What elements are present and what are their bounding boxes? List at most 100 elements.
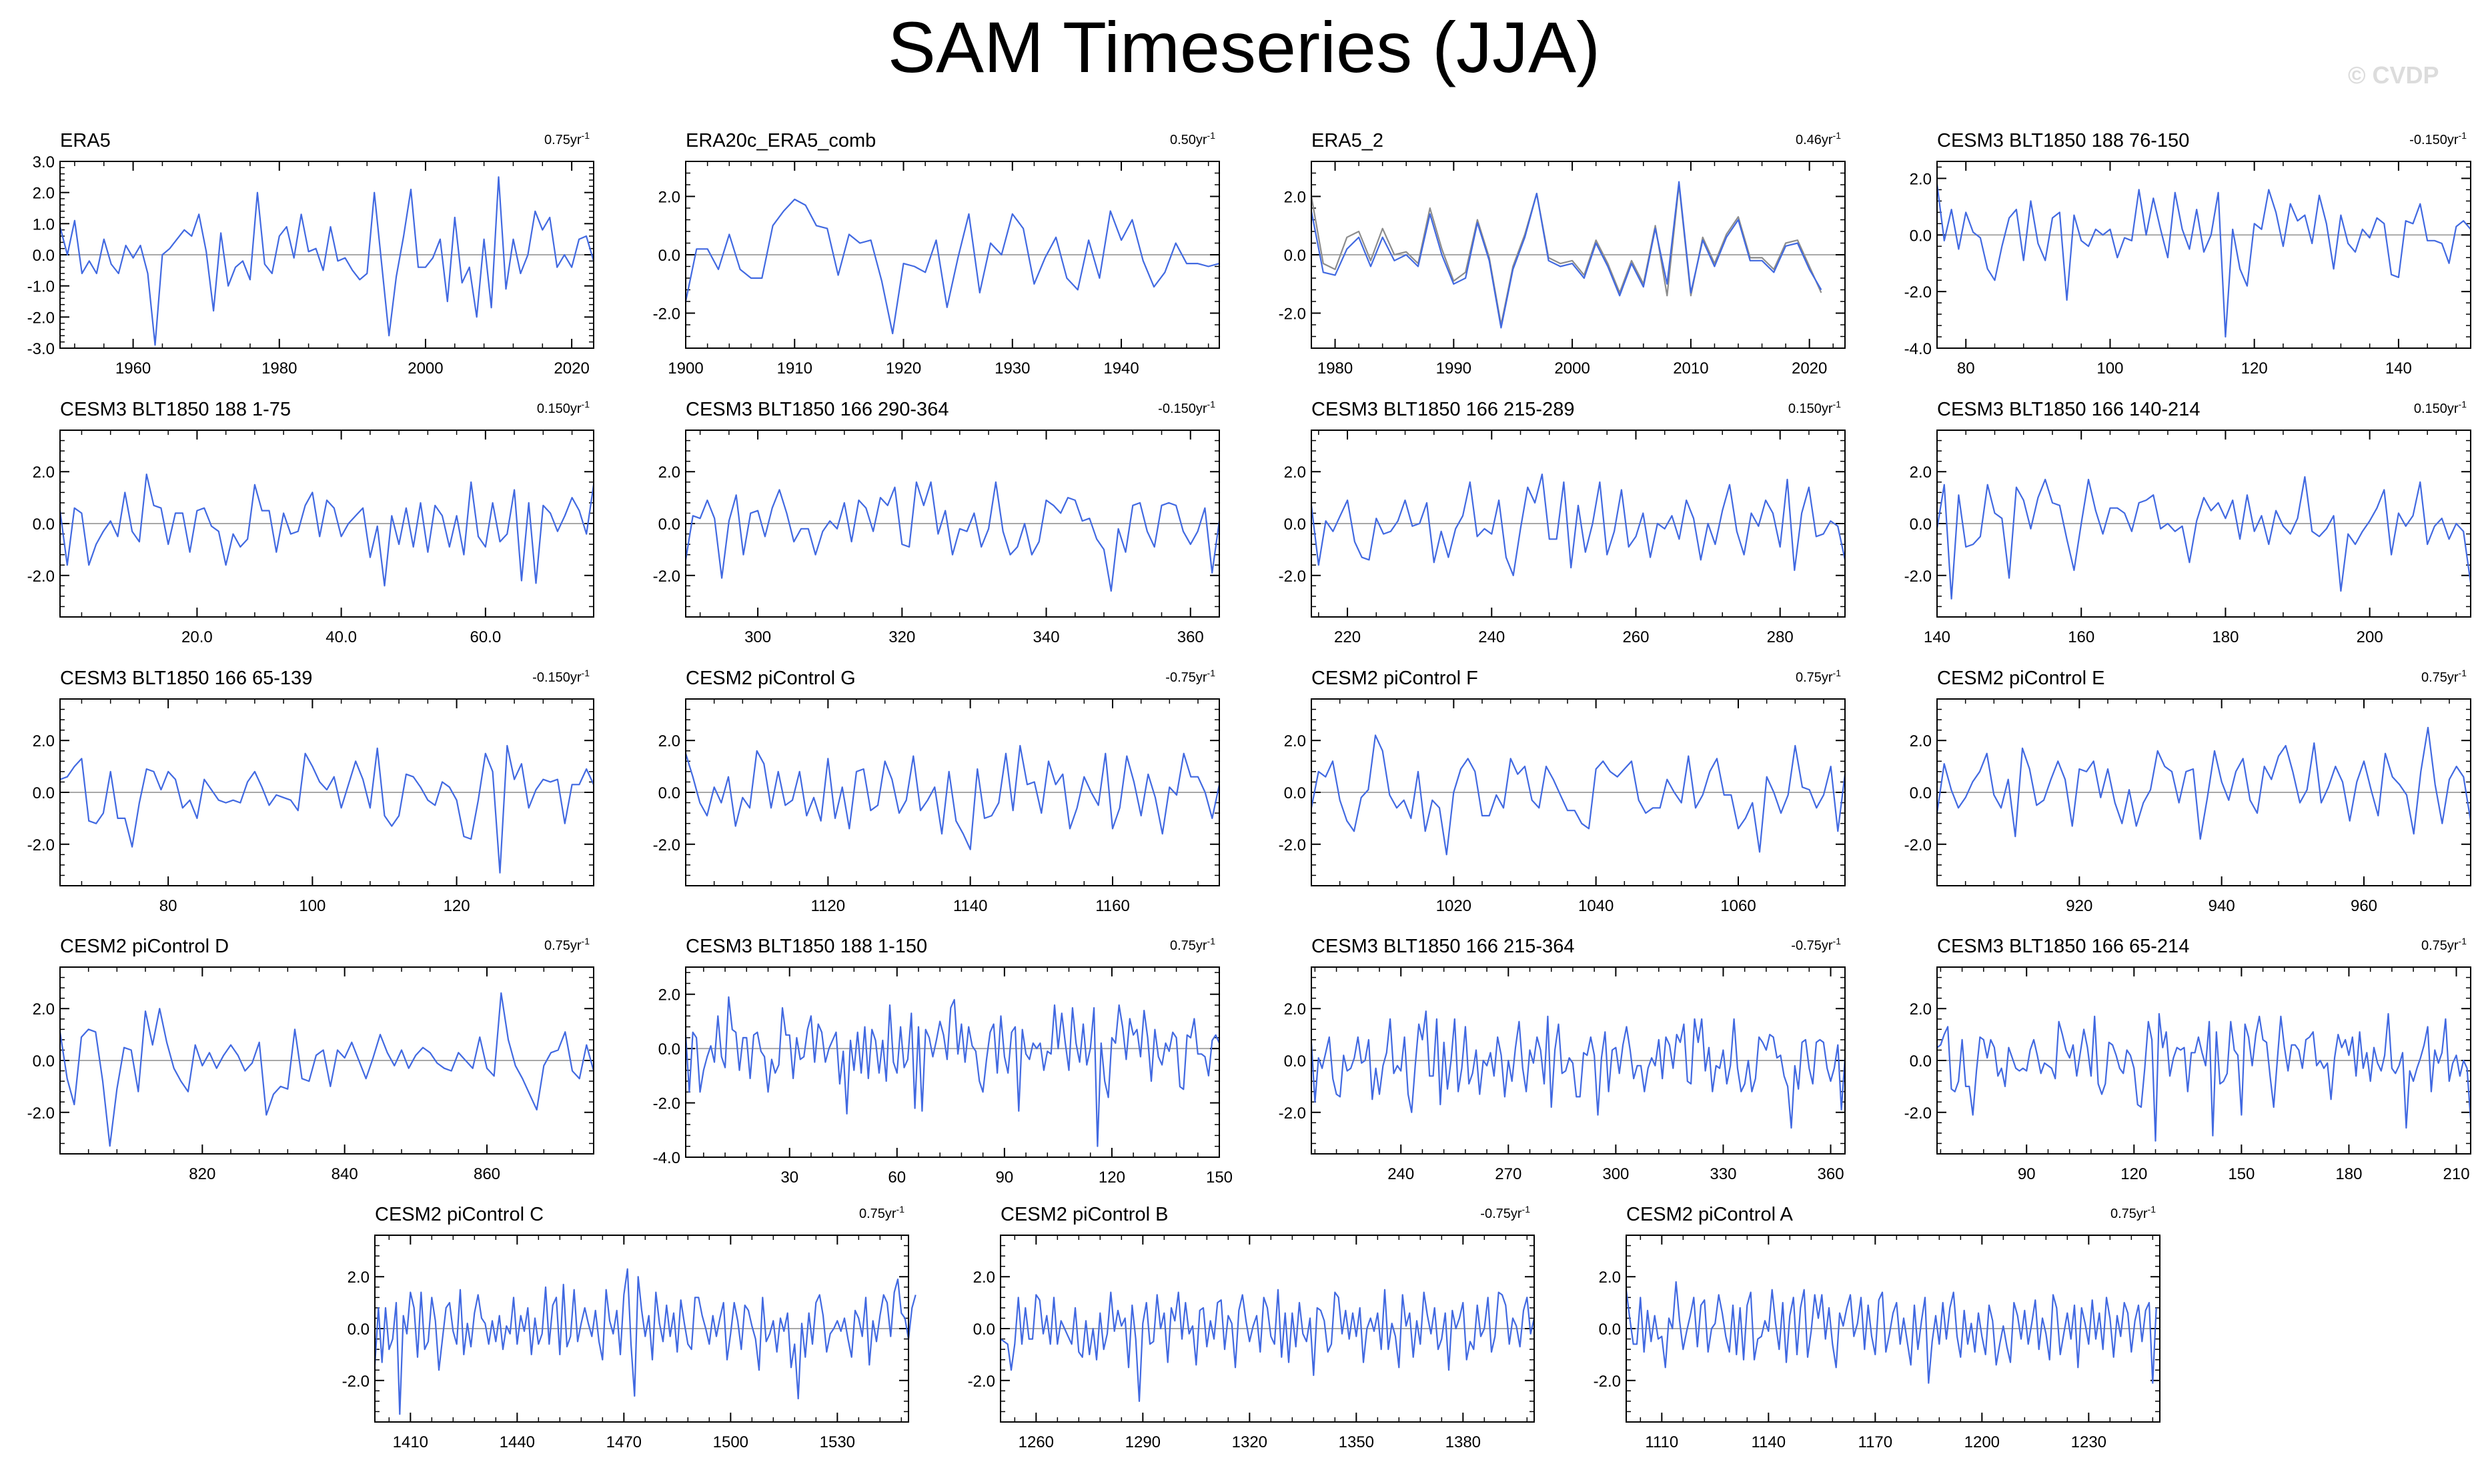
y-tick-label: 2.0: [658, 464, 680, 482]
x-tick-label: 860: [474, 1165, 500, 1183]
series-line: [59, 473, 595, 587]
chart-panel: CESM3 BLT1850 188 1-75 0.150yr-1 -2.0 0.0 2.…: [27, 399, 595, 646]
x-tick-label: 2020: [1792, 359, 1827, 378]
x-tick-label: 60.0: [470, 628, 501, 646]
y-tick-label: 2.0: [1284, 189, 1306, 207]
x-tick-label: 1980: [261, 359, 297, 378]
plot-frame: [1000, 1235, 1535, 1423]
x-tick-label: 360: [1177, 628, 1204, 646]
x-tick-label: 940: [2209, 897, 2235, 915]
y-tick-label: 2.0: [1910, 464, 1932, 482]
plot-frame: [1311, 430, 1846, 618]
x-tick-label: 210: [2443, 1165, 2470, 1183]
x-tick-label: 180: [2212, 628, 2239, 646]
series-line: [59, 744, 594, 874]
x-tick-label: 2000: [408, 359, 443, 378]
plot-frame: [685, 966, 1220, 1158]
x-tick-label: 320: [888, 628, 915, 646]
chart-title: CESM3 BLT1850 188 1-150: [686, 936, 927, 957]
x-tick-label: 2010: [1673, 359, 1708, 378]
y-tick-label: 0.0: [33, 247, 55, 265]
plot-frame: [1936, 161, 2471, 349]
y-tick-label: 2.0: [1910, 170, 1932, 188]
x-tick-label: 1290: [1125, 1433, 1161, 1451]
x-tick-label: 1040: [1578, 897, 1614, 915]
x-tick-label: 1140: [953, 897, 988, 915]
series-line: [684, 481, 1221, 592]
y-tick-label: -2.0: [1279, 1104, 1306, 1123]
trend-label: 0.75yr-1: [544, 936, 590, 953]
plot-frame: [1311, 966, 1846, 1155]
x-tick-label: 270: [1495, 1165, 1521, 1183]
x-tick-label: 280: [1767, 628, 1794, 646]
y-tick-label: 0.0: [1910, 784, 1932, 802]
y-tick-label: 2.0: [658, 732, 680, 750]
chart-title: CESM2 piControl A: [1626, 1204, 1793, 1225]
chart-title: CESM2 piControl E: [1937, 668, 2104, 689]
y-tick-label: 0.0: [658, 1040, 680, 1058]
y-tick-label: 2.0: [1910, 732, 1932, 750]
y-tick-label: 2.0: [33, 732, 55, 750]
plot-frame: [1936, 430, 2471, 618]
x-tick-label: 1060: [1720, 897, 1756, 915]
y-tick-label: 2.0: [1599, 1269, 1621, 1287]
x-tick-label: 180: [2335, 1165, 2362, 1183]
x-tick-label: 1170: [1858, 1433, 1893, 1451]
chart-title: CESM2 piControl C: [375, 1204, 544, 1225]
y-tick-label: -2.0: [27, 309, 55, 327]
plot-frame: [1626, 1235, 2160, 1423]
x-tick-label: 300: [1602, 1165, 1629, 1183]
y-tick-label: 0.0: [1284, 247, 1306, 265]
y-tick-label: -2.0: [1279, 568, 1306, 586]
trend-label: 0.150yr-1: [537, 399, 590, 416]
chart-panel: CESM2 piControl F 0.75yr-1 -2.0 0.0 2.0 1020 1…: [1279, 668, 1846, 915]
y-tick-label: -3.0: [27, 340, 55, 358]
x-tick-label: 1980: [1317, 359, 1353, 378]
series-line: [684, 198, 1220, 335]
x-tick-label: 1440: [500, 1433, 535, 1451]
trend-label: -0.75yr-1: [1480, 1204, 1530, 1221]
y-tick-label: -2.0: [27, 836, 55, 854]
chart-panel: CESM3 BLT1850 166 65-139 -0.150yr-1 -2.0 0.…: [27, 668, 594, 915]
x-tick-label: 300: [744, 628, 771, 646]
x-tick-label: 1160: [1095, 897, 1130, 915]
chart-title: CESM3 BLT1850 166 215-289: [1311, 399, 1574, 420]
x-tick-label: 1920: [886, 359, 921, 378]
cvdp-watermark: © CVDP: [2348, 61, 2439, 89]
y-tick-label: -2.0: [1904, 283, 1932, 301]
y-tick-label: 0.0: [973, 1321, 995, 1339]
y-tick-label: -1.0: [27, 278, 55, 296]
trend-label: -0.150yr-1: [2409, 130, 2467, 147]
x-tick-label: 100: [299, 897, 326, 915]
chart-title: CESM3 BLT1850 188 1-75: [60, 399, 291, 420]
y-tick-label: 0.0: [348, 1321, 370, 1339]
chart-panel: CESM3 BLT1850 188 1-150 0.75yr-1 -4.0 -2.0 0…: [653, 936, 1233, 1187]
x-tick-label: 840: [332, 1165, 358, 1183]
trend-label: 0.75yr-1: [1796, 668, 1841, 685]
y-tick-label: -4.0: [653, 1149, 680, 1167]
y-tick-label: 0.0: [658, 516, 680, 534]
x-tick-label: 1990: [1436, 359, 1471, 378]
chart-title: CESM3 BLT1850 166 65-139: [60, 668, 312, 689]
chart-title: CESM2 piControl D: [60, 936, 229, 957]
series-line: [1310, 473, 1846, 576]
series-line: [684, 996, 1221, 1147]
series-line: [684, 744, 1221, 850]
y-tick-label: 2.0: [33, 1000, 55, 1018]
chart-panel: ERA20c_ERA5_comb 0.50yr-1 -2.0 0.0 2.0 1900 19…: [653, 130, 1220, 378]
y-tick-label: 0.0: [658, 247, 680, 265]
x-tick-label: 340: [1033, 628, 1060, 646]
x-tick-label: 2000: [1554, 359, 1590, 378]
chart-title: ERA5: [60, 130, 111, 151]
x-tick-label: 2020: [554, 359, 589, 378]
y-tick-label: -2.0: [653, 1095, 680, 1113]
x-tick-label: 140: [2385, 359, 2412, 378]
plot-frame: [59, 161, 594, 349]
y-tick-label: -2.0: [1279, 305, 1306, 323]
trend-label: 0.75yr-1: [544, 130, 590, 147]
y-tick-label: 2.0: [348, 1269, 370, 1287]
chart-panel: CESM3 BLT1850 166 140-214 0.150yr-1 -2.0 0.…: [1904, 399, 2472, 646]
trend-label: 0.150yr-1: [2414, 399, 2467, 416]
x-tick-label: 330: [1710, 1165, 1736, 1183]
